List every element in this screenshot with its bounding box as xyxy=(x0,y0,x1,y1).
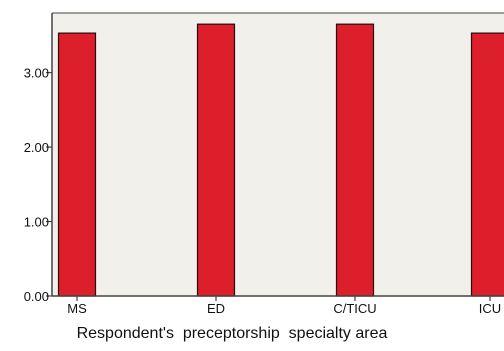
y-tick-label: 2.00 xyxy=(24,140,49,155)
y-tick-label: 0.00 xyxy=(24,289,49,304)
x-axis-label: Respondent's preceptorship specialty are… xyxy=(77,325,388,342)
bar-c-ticu xyxy=(337,24,374,296)
y-axis-ticks: 0.00 1.00 2.00 3.00 xyxy=(24,66,52,304)
plot-area xyxy=(52,13,504,296)
x-tick-label: MS xyxy=(67,301,87,316)
x-tick-label: ICU xyxy=(479,301,501,316)
x-tick-label: C/TICU xyxy=(333,301,376,316)
x-tick-label: ED xyxy=(207,301,225,316)
x-axis-ticks: MS ED C/TICU ICU xyxy=(67,296,501,316)
bar-ed xyxy=(198,24,235,296)
bar-icu xyxy=(472,33,504,296)
y-tick-label: 3.00 xyxy=(24,66,49,81)
bar-ms xyxy=(59,33,96,296)
y-tick-label: 1.00 xyxy=(24,215,49,230)
